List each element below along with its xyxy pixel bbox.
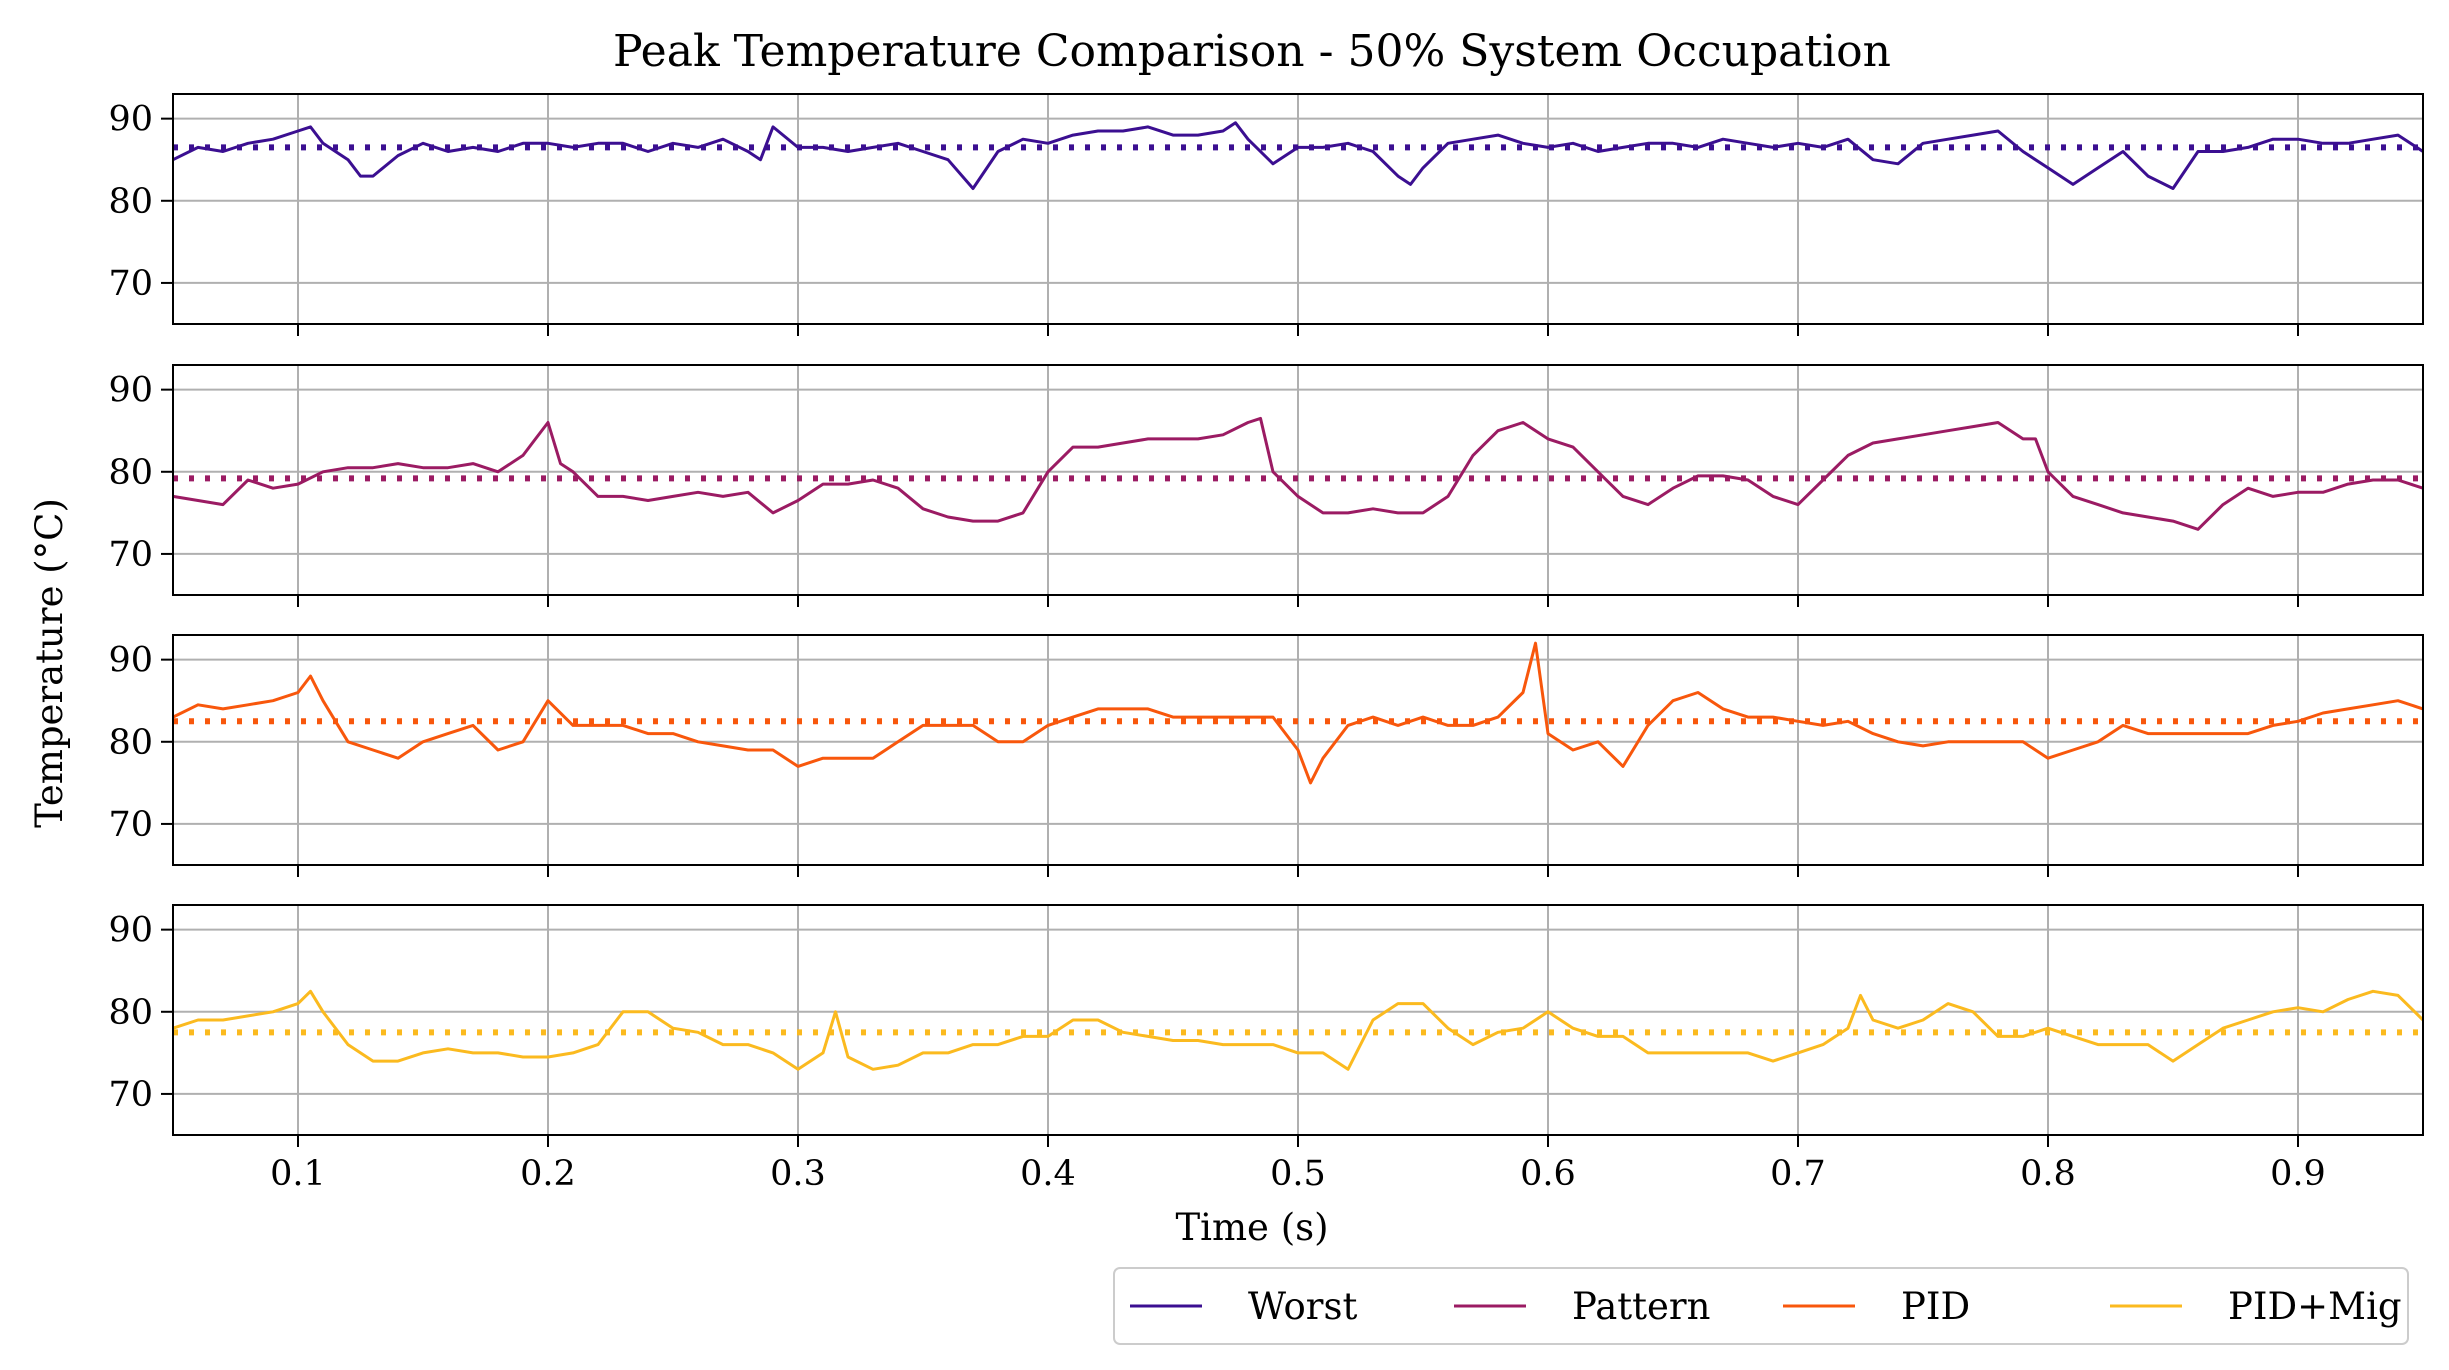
y-tick-label: 80	[108, 723, 153, 763]
y-axis-label: Temperature (°C)	[28, 498, 71, 828]
y-tick-label: 70	[108, 264, 153, 304]
y-tick-label: 70	[108, 535, 153, 575]
chart-title: Peak Temperature Comparison - 50% System…	[613, 26, 1891, 77]
legend-label: Worst	[1248, 1285, 1357, 1328]
legend-label: Pattern	[1572, 1285, 1710, 1328]
plot-frame	[172, 93, 2424, 325]
x-axis-label: Time (s)	[1175, 1206, 1328, 1249]
subplot-panels: 90 80 70 90 80 70 90 80 70 90 80 70	[108, 93, 2425, 1147]
y-tick-label: 80	[108, 453, 153, 493]
subplot-1: 90 80 70	[108, 93, 2424, 336]
x-tick-label: 0.2	[520, 1154, 576, 1194]
y-tick-label: 90	[108, 100, 153, 140]
legend-item: PID	[1783, 1285, 1970, 1328]
x-tick-label: 0.1	[270, 1154, 326, 1194]
x-tick-label: 0.4	[1020, 1154, 1076, 1194]
legend: Worst Pattern PID PID+Mig	[1113, 1267, 2409, 1345]
subplot-3: 90 80 70	[108, 634, 2424, 877]
legend-item: Worst	[1130, 1285, 1357, 1328]
x-tick-label: 0.3	[770, 1154, 826, 1194]
legend-frame	[1113, 1267, 2409, 1345]
y-tick-label: 90	[108, 911, 153, 951]
plot-frame	[172, 904, 2424, 1136]
x-tick-label: 0.6	[1520, 1154, 1576, 1194]
y-tick-label: 90	[108, 641, 153, 681]
legend-label: PID+Mig	[2228, 1285, 2402, 1328]
y-tick-label: 90	[108, 371, 153, 411]
x-tick-label: 0.5	[1270, 1154, 1326, 1194]
subplot-4: 90 80 70	[108, 904, 2425, 1147]
x-tick-label: 0.7	[1770, 1154, 1826, 1194]
y-tick-label: 80	[108, 993, 153, 1033]
series-line-pid	[172, 641, 2424, 785]
series-line-worst	[172, 121, 2424, 190]
y-tick-label: 70	[108, 1075, 153, 1115]
x-tick-label: 0.8	[2020, 1154, 2076, 1194]
subplot-2: 90 80 70	[108, 364, 2424, 607]
y-tick-label: 70	[108, 805, 153, 845]
series-line-pattern	[172, 416, 2424, 531]
plot-frame	[172, 364, 2424, 596]
legend-label: PID	[1901, 1285, 1970, 1328]
legend-item: Pattern	[1454, 1285, 1710, 1328]
x-axis-tick-labels: 0.1 0.2 0.3 0.4 0.5 0.6 0.7 0.8 0.9	[270, 1154, 2326, 1194]
plot-frame	[172, 634, 2424, 866]
y-tick-label: 80	[108, 182, 153, 222]
x-tick-label: 0.9	[2270, 1154, 2326, 1194]
series-line-pid-mig	[172, 989, 2425, 1071]
legend-item: PID+Mig	[2110, 1285, 2402, 1328]
